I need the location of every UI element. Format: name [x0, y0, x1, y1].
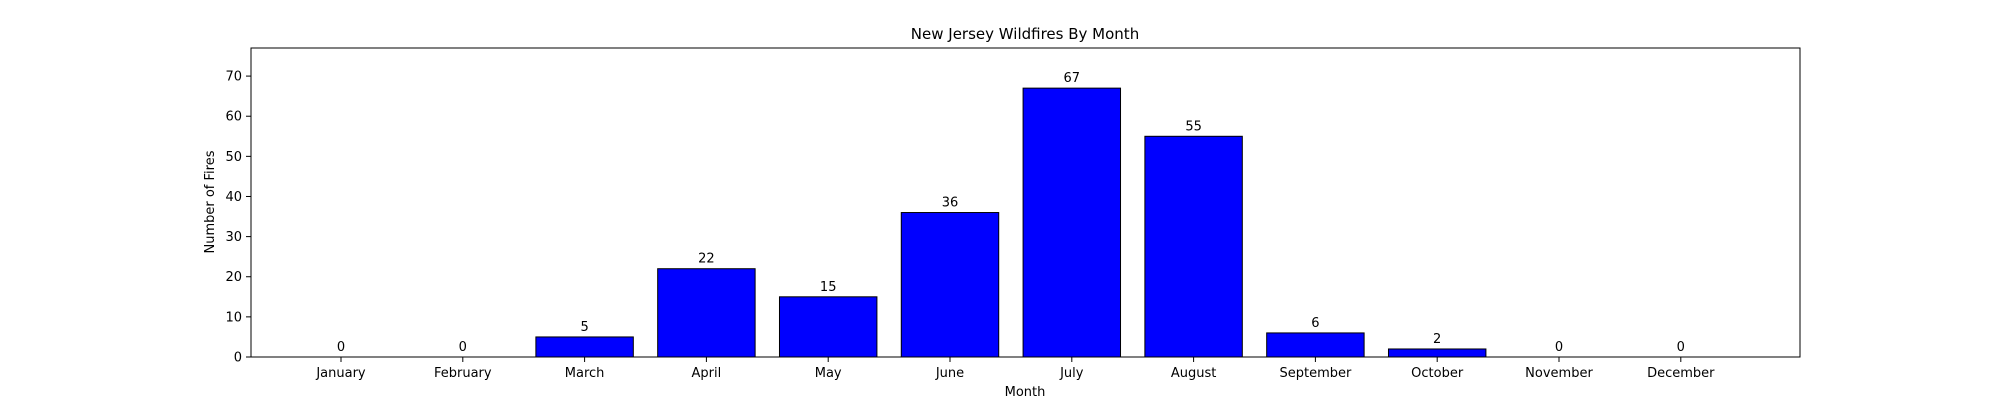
data-label-april: 22 — [698, 252, 715, 267]
x-tick-label: April — [692, 366, 722, 381]
x-tick-label: May — [815, 366, 842, 381]
bar-may — [778, 296, 878, 358]
x-axis-ticks: January February March April May June July Augu… — [315, 357, 1715, 381]
bar-june — [900, 212, 1000, 358]
data-label-february: 0 — [459, 340, 467, 355]
x-tick-label: June — [935, 366, 964, 381]
y-axis-ticks: 0 10 20 30 40 50 60 70 — [225, 70, 251, 366]
y-tick-label: 70 — [225, 70, 242, 85]
x-tick-label: September — [1279, 366, 1352, 381]
y-tick-label: 10 — [225, 310, 242, 325]
bar-july — [1022, 87, 1122, 358]
y-axis-label: Number of Fires — [203, 150, 218, 253]
x-tick-label: January — [315, 366, 366, 381]
bar-september — [1266, 332, 1365, 358]
chart-title: New Jersey Wildfires By Month — [911, 25, 1139, 43]
x-tick-label: November — [1525, 366, 1593, 381]
plot-area-frame — [250, 47, 1801, 358]
x-tick-label: March — [565, 366, 605, 381]
x-tick-label: August — [1171, 366, 1217, 381]
data-label-june: 36 — [942, 196, 959, 211]
y-tick-label: 0 — [234, 351, 242, 366]
bar-august — [1144, 135, 1243, 358]
x-tick-label: October — [1411, 366, 1464, 381]
bar-april — [657, 268, 756, 358]
x-tick-label: December — [1647, 366, 1715, 381]
x-axis-label: Month — [1005, 385, 1046, 400]
data-label-october: 2 — [1433, 332, 1441, 347]
data-label-december: 0 — [1677, 340, 1685, 355]
bar-october — [1387, 348, 1487, 358]
data-label-january: 0 — [337, 340, 345, 355]
data-label-july: 67 — [1064, 71, 1081, 86]
y-tick-label: 60 — [225, 110, 242, 125]
data-label-november: 0 — [1555, 340, 1563, 355]
y-tick-label: 30 — [225, 230, 242, 245]
y-tick-label: 50 — [225, 150, 242, 165]
y-tick-label: 20 — [225, 270, 242, 285]
data-label-march: 5 — [580, 320, 588, 335]
data-label-may: 15 — [820, 280, 837, 295]
data-label-september: 6 — [1311, 316, 1319, 331]
data-label-august: 55 — [1185, 119, 1202, 134]
bar-march — [535, 336, 634, 358]
x-tick-label: July — [1059, 366, 1084, 381]
bars-group — [535, 87, 1487, 358]
y-tick-label: 40 — [225, 190, 242, 205]
x-tick-label: February — [434, 366, 492, 381]
data-labels-group: 0 0 5 22 15 36 67 55 6 2 0 0 — [337, 71, 1685, 355]
